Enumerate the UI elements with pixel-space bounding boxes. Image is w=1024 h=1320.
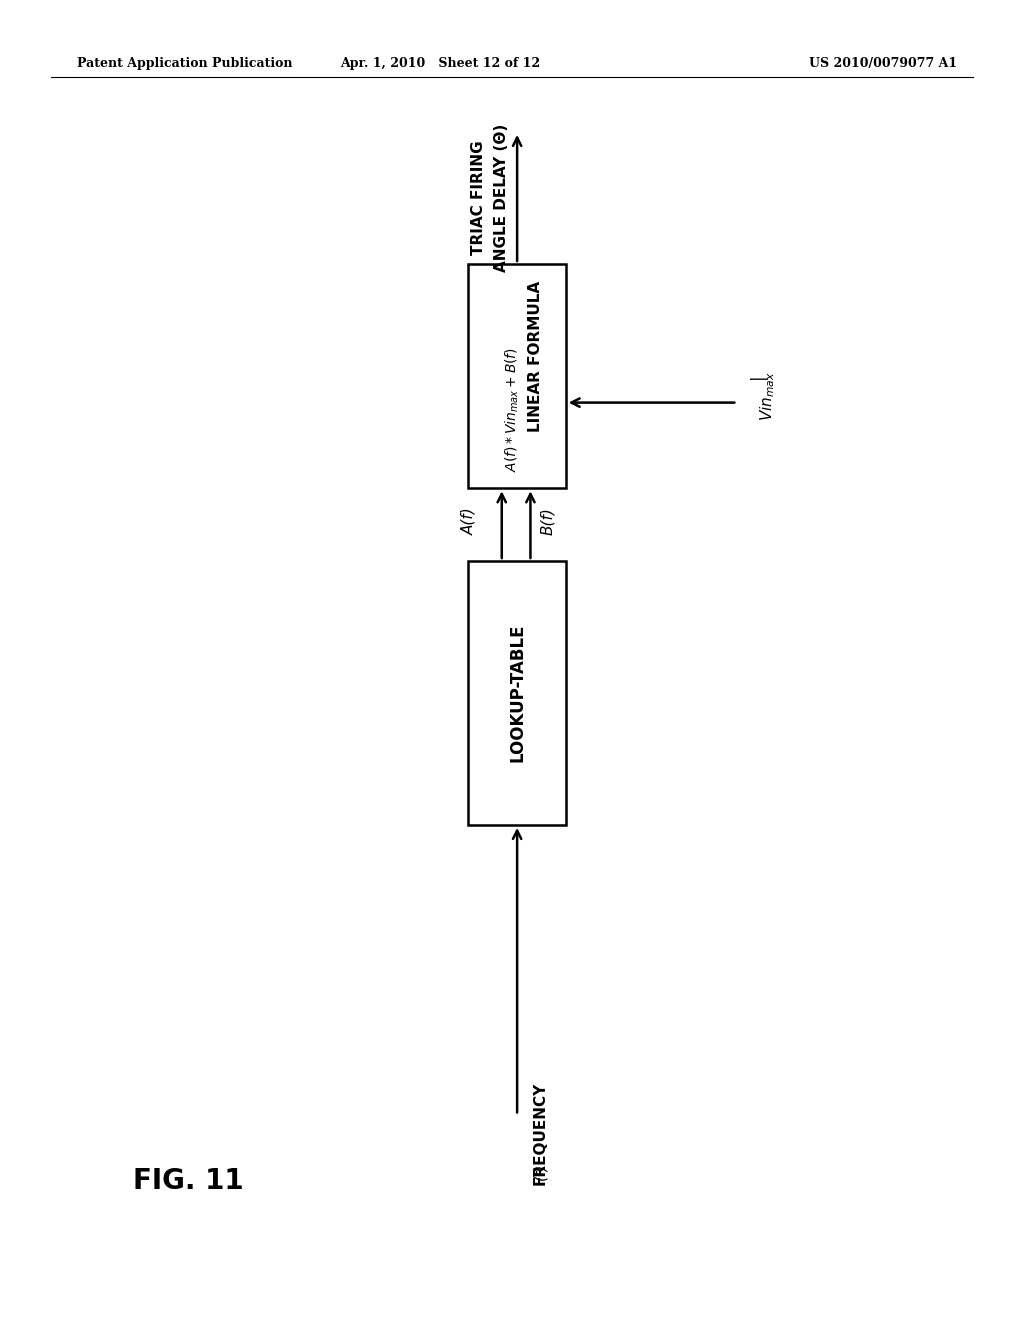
Text: $A(f)*Vin_{max} + B(f)$: $A(f)*Vin_{max} + B(f)$	[504, 347, 520, 471]
Text: US 2010/0079077 A1: US 2010/0079077 A1	[809, 57, 957, 70]
Text: Apr. 1, 2010   Sheet 12 of 12: Apr. 1, 2010 Sheet 12 of 12	[340, 57, 541, 70]
Text: B(f): B(f)	[541, 507, 555, 536]
Text: TRIAC FIRING: TRIAC FIRING	[471, 141, 485, 255]
Text: (f): (f)	[532, 1162, 547, 1180]
Bar	[469, 561, 565, 825]
Text: $Vin_{max}$: $Vin_{max}$	[759, 371, 777, 421]
Text: FREQUENCY: FREQUENCY	[532, 1081, 547, 1185]
Text: A(f): A(f)	[462, 507, 476, 536]
Text: |: |	[749, 374, 767, 379]
Text: ANGLE DELAY (Θ): ANGLE DELAY (Θ)	[495, 124, 509, 272]
Text: FIG. 11: FIG. 11	[133, 1167, 244, 1196]
Bar	[469, 264, 565, 488]
Text: LINEAR FORMULA: LINEAR FORMULA	[528, 281, 543, 432]
Text: Patent Application Publication: Patent Application Publication	[77, 57, 292, 70]
Text: LOOKUP-TABLE: LOOKUP-TABLE	[508, 624, 526, 762]
